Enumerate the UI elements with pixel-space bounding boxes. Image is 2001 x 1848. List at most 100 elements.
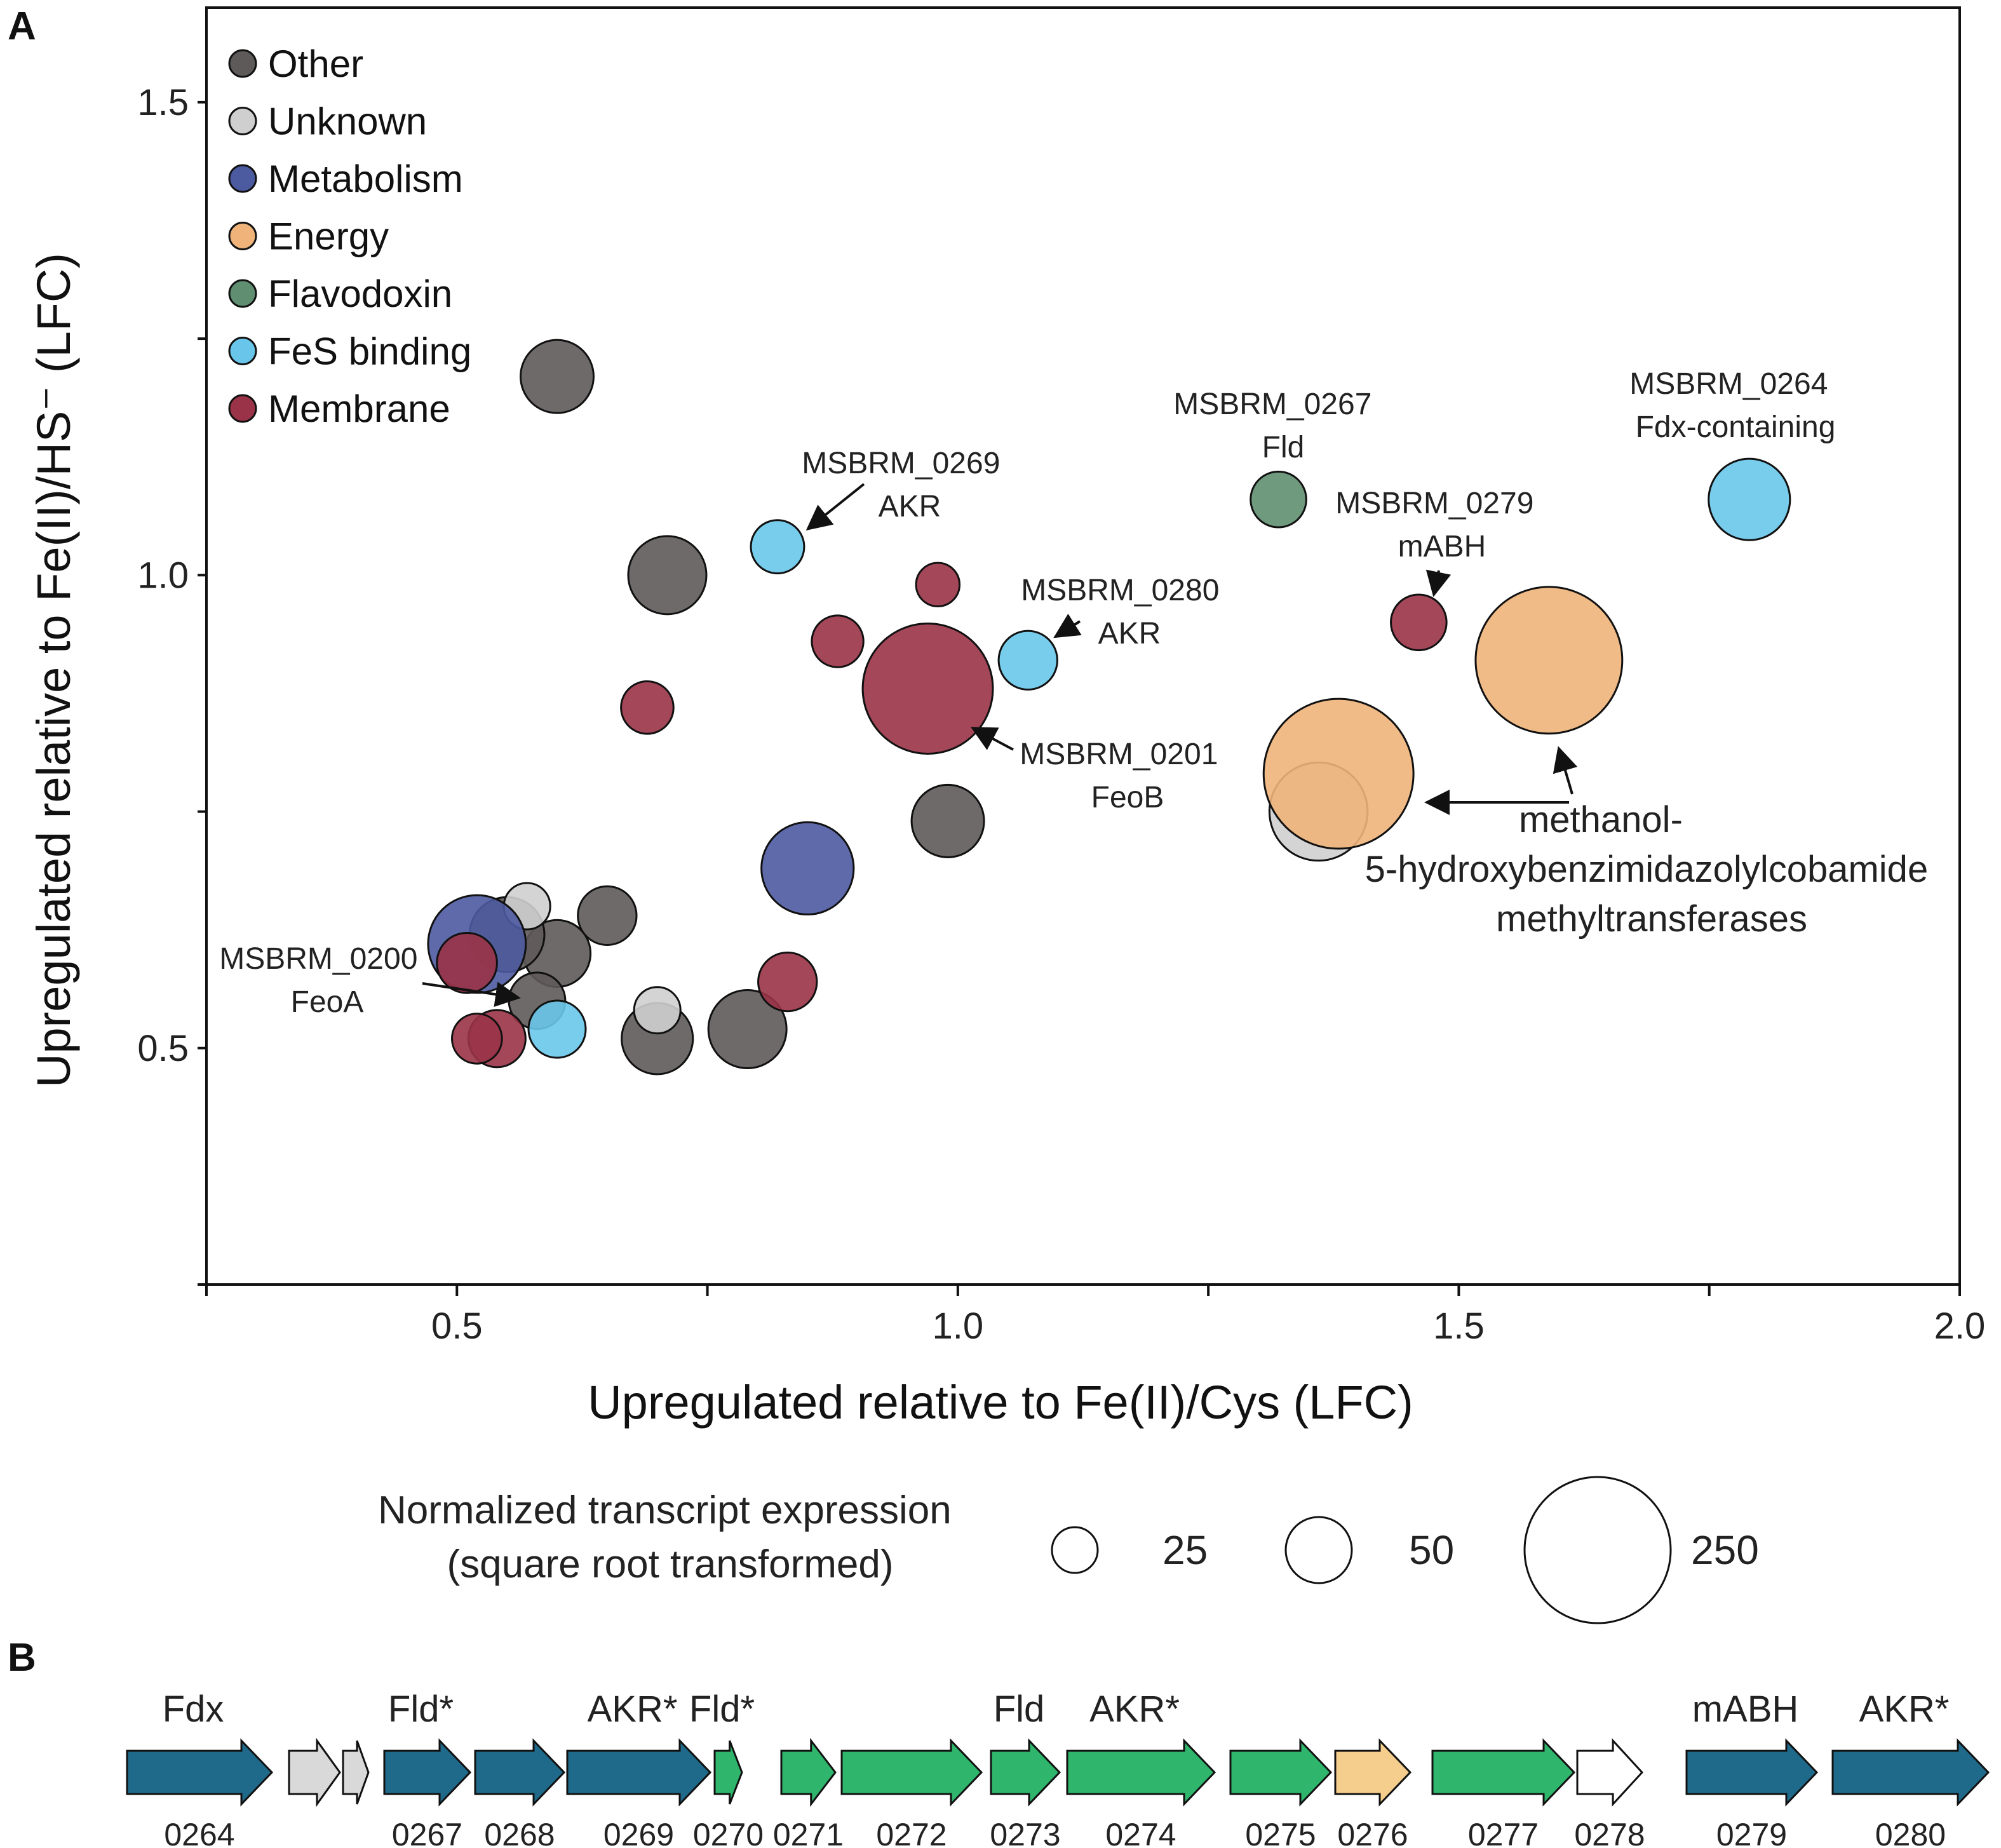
x-tick-label: 2.0 [1934,1305,1986,1347]
svg-text:MSBRM_0269 AKR: MSBRM_0269 AKR [802,447,1008,523]
panel-b-label: B [8,1636,36,1680]
svg-text:Normalized transcript expressi: Normalized transcript expression (square… [378,1488,962,1586]
gene-number: 0276 [1337,1817,1408,1848]
size-legend-label-25: 25 [1162,1527,1208,1573]
size-legend-circle-250 [1523,1476,1672,1624]
gene-arrow [1576,1738,1644,1807]
panel-a-label: A [8,4,36,48]
point-membrane [451,1013,503,1065]
size-legend-title-1: Normalized transcript expression [378,1488,952,1532]
svg-text:MSBRM_0279 mABH: MSBRM_0279 mABH [1335,487,1542,563]
gene-arrow [840,1738,983,1807]
gene-arrow [383,1738,472,1807]
legend-entry: Energy [268,215,389,258]
anno-mt-line1: methanol- [1519,799,1683,840]
point-fes-binding [997,630,1058,691]
point-membrane [620,680,675,735]
gene-number: 0277 [1468,1817,1539,1848]
annotation-texts: MSBRM_0269 AKR MSBRM_0267 Fld MSBRM_0264… [219,367,1939,1019]
gene-label: Fdx [163,1689,224,1730]
svg-text:MSBRM_0200 FeoA: MSBRM_0200 FeoA [219,942,426,1019]
gene-label: mABH [1692,1689,1799,1730]
anno-0267-id: MSBRM_0267 [1173,388,1371,421]
gene-arrow [780,1737,837,1807]
legend-marker [228,279,257,308]
gene-arrow [342,1740,370,1805]
legend-marker [228,107,257,135]
gene-label: AKR* [1089,1689,1180,1730]
size-legend-circle-50 [1284,1516,1353,1584]
x-tick-label: 0.5 [431,1305,483,1347]
size-legend-circle-25 [1051,1526,1099,1574]
anno-0269-name: AKR [879,490,941,523]
gene-arrow [990,1738,1061,1807]
legend-entry: Flavodoxin [268,273,452,315]
point-membrane [861,623,994,755]
point-fes-binding [1708,457,1791,541]
x-axis-ticks: 0.5 1.0 1.5 2.0 [205,1285,1986,1347]
anno-0280-name: AKR [1098,617,1161,651]
category-legend: Other Unknown Metabolism Energy Flavodoxin Fe… [228,43,471,430]
point-other [520,339,595,414]
x-tick-label: 1.5 [1433,1305,1485,1347]
gene-label: Fld* [388,1689,454,1730]
gene-arrow [1334,1738,1412,1807]
arrow-0200 [422,981,521,1008]
legend-entry: FeS binding [268,330,471,373]
legend-marker [228,164,257,193]
legend-entry: Metabolism [268,158,463,200]
gene-number: 0267 [392,1817,462,1848]
legend-marker [228,337,257,365]
y-tick-label: 1.5 [137,82,189,123]
svg-text:MSBRM_0267 Fld: MSBRM_0267 Fld [1173,388,1380,464]
gene-label: Fld* [689,1689,755,1730]
arrow-0279 [1425,569,1452,597]
gene-number: 0272 [876,1817,947,1848]
gene-arrow [1831,1738,1990,1807]
gene-number: 0270 [693,1817,764,1848]
y-axis-title: Upregulated relative to Fe(II)/HS⁻ (LFC) [27,253,80,1088]
gene-number: 0275 [1245,1817,1316,1848]
gene-number: 0268 [484,1817,555,1848]
gene-arrow [1066,1738,1216,1807]
arrow-0201 [970,727,1014,751]
gene-number: 0280 [1875,1817,1946,1848]
gene-arrow [1685,1738,1819,1807]
gene-number: 0264 [164,1817,234,1848]
anno-0264-id: MSBRM_0264 [1629,367,1828,401]
gene-arrow [713,1740,743,1805]
x-axis-title: Upregulated relative to Fe(II)/Cys (LFC) [588,1376,1413,1429]
point-membrane [1390,593,1448,652]
anno-0279-id: MSBRM_0279 [1335,487,1533,520]
anno-0201-name: FeoB [1091,781,1164,814]
gene-arrow [1229,1738,1333,1807]
legend-marker [228,394,257,423]
plot-frame [205,6,1961,1286]
gene-number: 0269 [603,1817,674,1848]
point-energy [1262,698,1415,850]
point-membrane [436,931,498,994]
anno-0280-id: MSBRM_0280 [1021,574,1219,607]
arrow-0280 [1053,614,1082,638]
size-legend-title-2: (square root transformed) [447,1542,894,1586]
gene-arrow [566,1738,712,1807]
size-legend: Normalized transcript expression (square… [378,1476,1759,1624]
gene-number: 0278 [1574,1817,1645,1848]
gene-label: AKR* [588,1689,678,1730]
gene-cluster: Fdx 0264 Fld* 0267 0268 AKR* 0269 Fld* 0270 0271 0… [126,1689,1990,1848]
legend-entry: Unknown [268,100,427,143]
anno-0200-id: MSBRM_0200 [219,942,417,976]
size-legend-label-250: 250 [1691,1527,1759,1573]
y-axis-ticks: 0.5 1.0 1.5 [137,82,206,1286]
x-tick-label: 1.0 [933,1305,984,1347]
scatter-points [427,339,1791,1076]
gene-label: AKR* [1859,1689,1950,1730]
point-other [627,535,708,616]
legend-entry: Other [268,43,363,85]
svg-text:methanol- 5-hydroxybenzi: methanol- 5-hydroxybenzimidazolylcobamid… [1365,799,1939,940]
point-membrane [811,614,865,668]
gene-number: 0279 [1716,1817,1787,1848]
anno-mt-line2: 5-hydroxybenzimidazolylcobamide [1365,849,1929,890]
y-tick-label: 1.0 [137,555,189,596]
